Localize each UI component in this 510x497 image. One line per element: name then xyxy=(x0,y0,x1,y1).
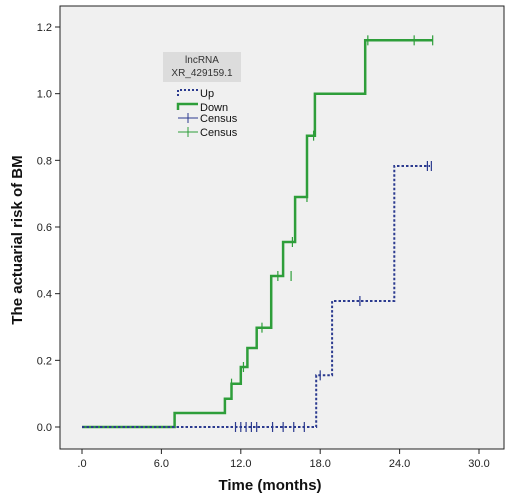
x-tick-label: 30.0 xyxy=(468,458,489,470)
x-axis-title: Time (months) xyxy=(218,477,321,494)
y-axis-ticks: 0.0 0.2 0.4 0.6 0.8 1.0 1.2 xyxy=(37,22,60,434)
legend-title-line2: XR_429159.1 xyxy=(171,68,233,79)
x-axis-ticks: .0 6.0 12.0 18.0 24.0 30.0 xyxy=(77,449,490,470)
x-tick-label: .0 xyxy=(77,458,86,470)
y-tick-label: 0.4 xyxy=(37,289,52,301)
y-tick-label: 0.2 xyxy=(37,355,52,367)
legend-down-label: Down xyxy=(200,102,228,114)
censor-marks-layer xyxy=(230,35,434,432)
legend-census-down-label: Census xyxy=(200,127,238,139)
series-up-line xyxy=(82,165,430,428)
y-axis-title: The actuarial risk of BM xyxy=(9,155,26,324)
legend-census-up-label: Census xyxy=(200,113,238,125)
plot-area xyxy=(59,5,505,450)
y-tick-label: 0.6 xyxy=(37,222,52,234)
x-tick-label: 18.0 xyxy=(309,458,330,470)
legend-down-symbol xyxy=(176,102,198,110)
legend: lncRNA XR_429159.1 Up Down Census Census xyxy=(163,52,241,139)
x-tick-label: 24.0 xyxy=(389,458,410,470)
y-tick-label: 1.2 xyxy=(37,22,52,34)
legend-up-symbol xyxy=(177,89,198,96)
legend-title-box xyxy=(163,52,241,82)
legend-title-line1: lncRNA xyxy=(185,55,219,66)
x-tick-label: 6.0 xyxy=(154,458,169,470)
y-tick-label: 1.0 xyxy=(37,89,52,101)
y-tick-label: 0.8 xyxy=(37,155,52,167)
legend-up-label: Up xyxy=(200,88,214,100)
x-tick-label: 12.0 xyxy=(230,458,251,470)
y-tick-label: 0.0 xyxy=(37,422,52,434)
